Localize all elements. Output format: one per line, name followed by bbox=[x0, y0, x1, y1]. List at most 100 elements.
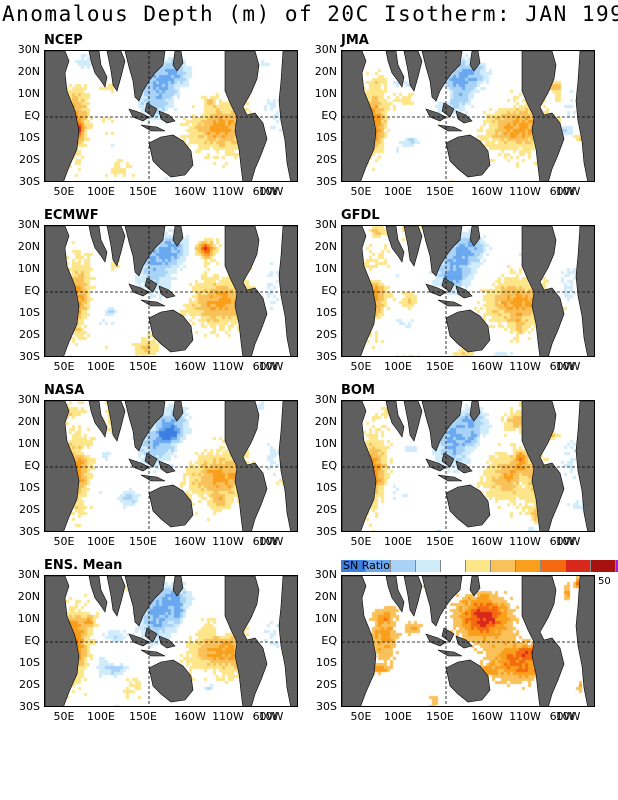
land-mass bbox=[224, 226, 268, 356]
lat-tick-label: 10S bbox=[19, 306, 40, 319]
panel-title: GFDL bbox=[341, 208, 380, 223]
land-mass bbox=[521, 51, 565, 181]
lon-tick-label: 150E bbox=[426, 185, 454, 198]
lat-tick-label: 10S bbox=[316, 656, 337, 669]
lat-tick-label: 30S bbox=[19, 350, 40, 363]
land-mass bbox=[224, 401, 268, 531]
lat-tick-label: 20N bbox=[314, 240, 337, 253]
land-mass bbox=[521, 401, 565, 531]
panel-ncep: NCEP bbox=[44, 33, 298, 182]
lon-tick-label: 100E bbox=[87, 710, 115, 723]
lat-tick-label: 20N bbox=[17, 415, 40, 428]
lat-tick-label: 30N bbox=[17, 568, 40, 581]
lon-tick-label: 110W bbox=[212, 710, 244, 723]
lat-tick-label: 20S bbox=[19, 503, 40, 516]
lon-tick-label: 150E bbox=[129, 710, 157, 723]
lon-tick-label: 60W bbox=[549, 360, 575, 373]
land-mass bbox=[224, 51, 268, 181]
land-mass bbox=[88, 576, 108, 613]
lon-tick-label: 50E bbox=[53, 710, 75, 723]
lat-tick-label: 10N bbox=[17, 87, 40, 100]
lon-tick-label: 60W bbox=[252, 360, 278, 373]
lat-tick-label: 10N bbox=[17, 437, 40, 450]
lon-tick-label: 10W bbox=[258, 535, 284, 548]
page-title: Anomalous Depth (m) of 20C Isotherm: JAN… bbox=[2, 2, 618, 26]
land-mass bbox=[421, 226, 463, 277]
panel-bom: BOM bbox=[341, 383, 595, 532]
land-mass bbox=[385, 576, 405, 613]
land-mass bbox=[441, 277, 455, 293]
land-mass bbox=[148, 484, 194, 528]
land-mass bbox=[403, 51, 423, 92]
lon-tick-label: 110W bbox=[509, 535, 541, 548]
lon-tick-label: 150E bbox=[426, 710, 454, 723]
lat-tick-label: 20S bbox=[19, 153, 40, 166]
land-mass bbox=[124, 401, 166, 452]
lat-tick-label: 20N bbox=[17, 65, 40, 78]
land-mass bbox=[148, 659, 194, 703]
lat-tick-label: 30N bbox=[314, 393, 337, 406]
land-mass bbox=[469, 576, 481, 597]
lon-tick-label: 110W bbox=[509, 185, 541, 198]
lat-tick-label: 30S bbox=[19, 175, 40, 188]
land-mass bbox=[521, 576, 565, 706]
land-mass bbox=[124, 51, 166, 102]
lon-tick-label: 110W bbox=[509, 710, 541, 723]
land-mass bbox=[342, 51, 377, 181]
land-mass bbox=[385, 51, 405, 88]
land-mass bbox=[437, 649, 463, 657]
map-overlay bbox=[342, 401, 594, 531]
lon-tick-label: 10W bbox=[258, 185, 284, 198]
lon-tick-label: 60W bbox=[252, 185, 278, 198]
map-overlay bbox=[342, 576, 594, 706]
land-mass bbox=[124, 226, 166, 277]
land-mass bbox=[140, 649, 166, 657]
lon-tick-label: 100E bbox=[384, 360, 412, 373]
lon-tick-label: 110W bbox=[212, 185, 244, 198]
lon-tick-label: 100E bbox=[384, 535, 412, 548]
land-mass bbox=[445, 659, 491, 703]
panel-title: NCEP bbox=[44, 33, 83, 48]
land-mass bbox=[106, 401, 126, 442]
lat-tick-label: 30N bbox=[314, 218, 337, 231]
land-mass bbox=[403, 401, 423, 442]
panel-title: ENS. Mean bbox=[44, 558, 123, 573]
panel-sn-ratio bbox=[341, 575, 595, 707]
land-mass bbox=[441, 452, 455, 468]
lat-tick-label: 20S bbox=[316, 328, 337, 341]
land-mass bbox=[144, 452, 158, 468]
map-overlay bbox=[342, 226, 594, 356]
land-mass bbox=[403, 226, 423, 267]
land-mass bbox=[278, 401, 297, 531]
lon-tick-label: 50E bbox=[350, 535, 372, 548]
panel-title: NASA bbox=[44, 383, 85, 398]
land-mass bbox=[403, 576, 423, 617]
lat-tick-label: 10S bbox=[19, 656, 40, 669]
lat-tick-label: 10S bbox=[19, 481, 40, 494]
lat-tick-label: 30S bbox=[316, 525, 337, 538]
land-mass bbox=[278, 226, 297, 356]
land-mass bbox=[425, 458, 447, 472]
land-mass bbox=[575, 401, 594, 531]
sn-ratio-colorbar bbox=[341, 560, 618, 572]
lon-tick-label: 10W bbox=[258, 360, 284, 373]
land-mass bbox=[172, 576, 184, 597]
lon-tick-label: 160W bbox=[174, 185, 206, 198]
land-mass bbox=[421, 401, 463, 452]
land-mass bbox=[278, 51, 297, 181]
lat-tick-label: 20N bbox=[314, 415, 337, 428]
land-mass bbox=[385, 401, 405, 438]
lon-tick-label: 10W bbox=[555, 710, 581, 723]
lat-tick-label: 30N bbox=[17, 218, 40, 231]
lon-tick-label: 150E bbox=[129, 535, 157, 548]
colorbar-swatch bbox=[366, 560, 391, 572]
land-mass bbox=[469, 401, 481, 422]
lat-tick-label: EQ bbox=[321, 284, 337, 297]
lat-tick-label: 30S bbox=[316, 175, 337, 188]
map-overlay bbox=[45, 576, 297, 706]
land-mass bbox=[575, 576, 594, 706]
map-ecmwf bbox=[44, 225, 298, 357]
lat-tick-label: 10N bbox=[17, 612, 40, 625]
lon-tick-label: 50E bbox=[53, 185, 75, 198]
lat-tick-label: 20N bbox=[17, 240, 40, 253]
